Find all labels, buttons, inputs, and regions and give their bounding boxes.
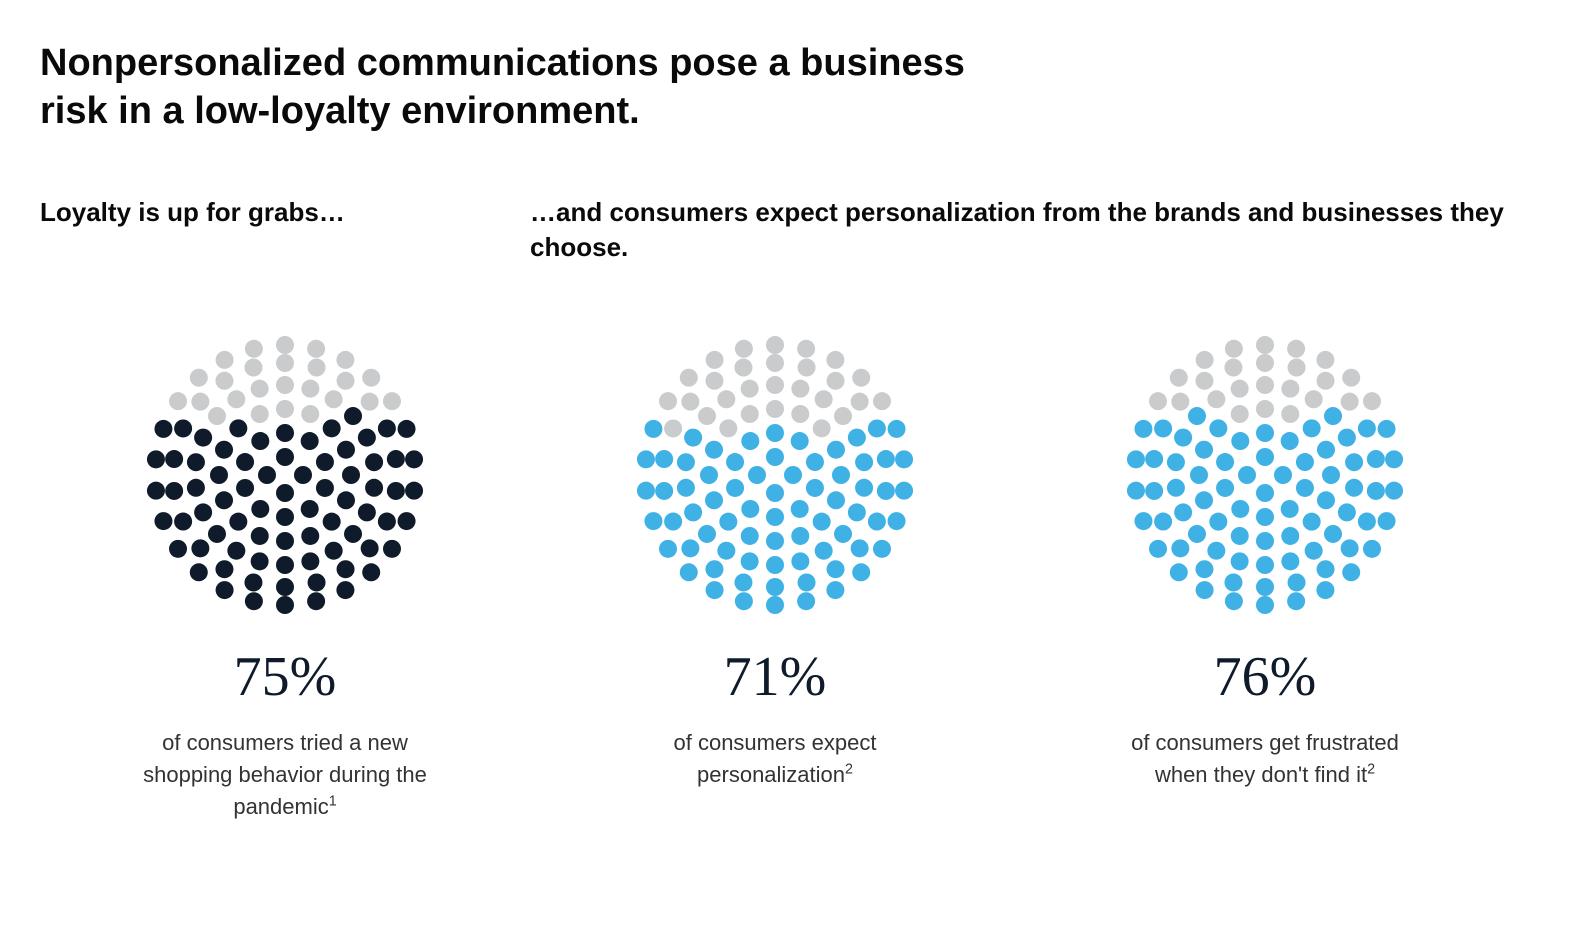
caption-2: of consumers expect personalization2: [615, 727, 935, 791]
percent-value-2: 71%: [724, 645, 827, 709]
stat-frustrated: 76% of consumers get frustrated when the…: [1020, 335, 1510, 791]
percent-value-1: 75%: [234, 645, 337, 709]
dot-chart-2: [635, 335, 915, 615]
subhead-right: …and consumers expect personalization fr…: [530, 195, 1590, 285]
stat-tried-new-behavior: 75% of consumers tried a new shopping be…: [40, 335, 530, 823]
columns-wrap: Loyalty is up for grabs… 75% of consumer…: [40, 195, 1556, 823]
dot-chart-3: [1125, 335, 1405, 615]
dot-chart-1: [145, 335, 425, 615]
stat-expect-personalization: 71% of consumers expect personalization2: [530, 335, 1020, 791]
subhead-left: Loyalty is up for grabs…: [40, 195, 530, 285]
percent-value-3: 76%: [1214, 645, 1317, 709]
column-left: Loyalty is up for grabs… 75% of consumer…: [40, 195, 530, 823]
page-title: Nonpersonalized communications pose a bu…: [40, 40, 1040, 135]
column-right: …and consumers expect personalization fr…: [530, 195, 1590, 823]
caption-1: of consumers tried a new shopping behavi…: [125, 727, 445, 823]
stats-row-left: 75% of consumers tried a new shopping be…: [40, 335, 530, 823]
stats-row-right: 71% of consumers expect personalization2…: [530, 335, 1590, 791]
caption-3: of consumers get frustrated when they do…: [1105, 727, 1425, 791]
